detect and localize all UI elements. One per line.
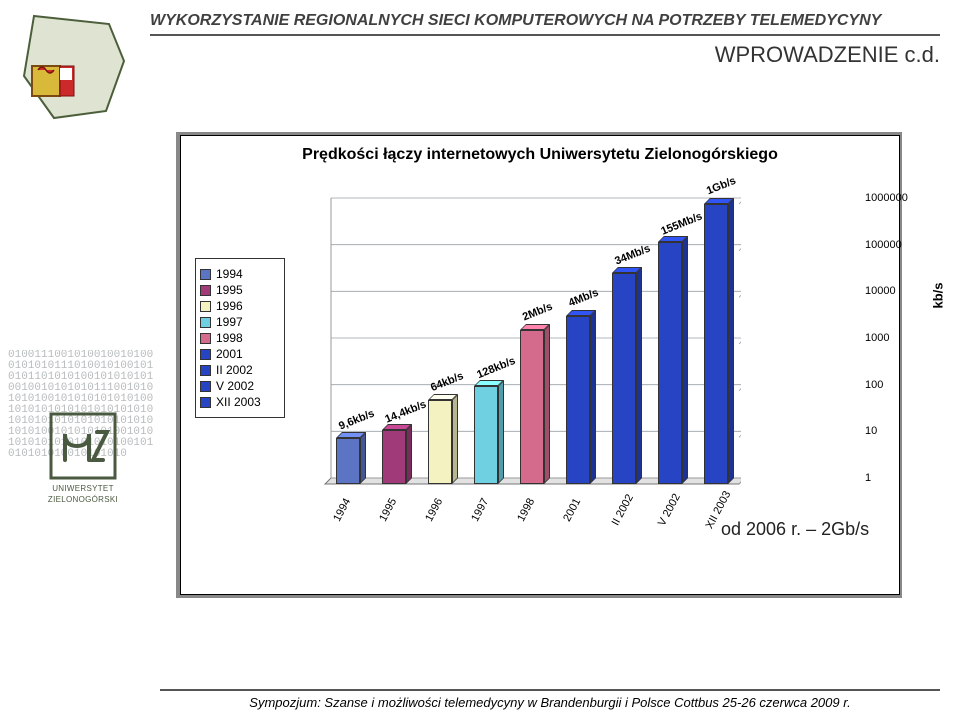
chart-ylabel: kb/s [930, 282, 945, 308]
y-tick-label: 100 [865, 379, 935, 391]
chart-bar [336, 432, 366, 484]
chart-bar [612, 267, 642, 484]
legend-item: 2001 [200, 347, 280, 361]
legend-label: V 2002 [216, 379, 254, 393]
legend-item: 1994 [200, 267, 280, 281]
uni-logo-text2: ZIELONOGÓRSKI [48, 495, 118, 504]
legend-label: 1995 [216, 283, 243, 297]
chart-bar [474, 380, 504, 484]
chart-panel: Prędkości łączy internetowych Uniwersyte… [180, 135, 900, 595]
legend-item: II 2002 [200, 363, 280, 377]
y-tick-label: 1000 [865, 332, 935, 344]
header-divider [150, 34, 940, 36]
legend-label: 1998 [216, 331, 243, 345]
legend-swatch [200, 269, 211, 280]
legend-label: XII 2003 [216, 395, 261, 409]
y-tick-label: 1000000 [865, 192, 935, 204]
page-subtitle: WPROWADZENIE c.d. [150, 42, 940, 68]
legend-label: 2001 [216, 347, 243, 361]
legend-item: 1996 [200, 299, 280, 313]
uni-logo: UNIWERSYTET ZIELONOGÓRSKI [28, 410, 138, 520]
page-header: WYKORZYSTANIE REGIONALNYCH SIECI KOMPUTE… [150, 12, 940, 68]
chart-bar [382, 424, 412, 484]
legend-item: 1995 [200, 283, 280, 297]
legend-item: 1998 [200, 331, 280, 345]
legend-swatch [200, 317, 211, 328]
chart-footnote: od 2006 r. – 2Gb/s [721, 519, 869, 539]
legend-label: II 2002 [216, 363, 253, 377]
legend-item: XII 2003 [200, 395, 280, 409]
legend-swatch [200, 285, 211, 296]
y-tick-label: 10 [865, 425, 935, 437]
chart-yaxis: 1 10 100 1000 10000 100000 1000000 [819, 188, 939, 518]
chart-legend: 1994 1995 1996 1997 1998 2001 II 2002 V 2002 XII… [195, 258, 285, 418]
footer-text: Sympozjum: Szanse i możliwości telemedyc… [160, 695, 940, 710]
uni-logo-text1: UNIWERSYTET [52, 484, 114, 493]
legend-swatch [200, 365, 211, 376]
chart-title: Prędkości łączy internetowych Uniwersyte… [181, 136, 899, 168]
legend-item: V 2002 [200, 379, 280, 393]
y-tick-label: 1 [865, 472, 935, 484]
legend-swatch [200, 397, 211, 408]
chart-bar [704, 198, 734, 484]
chart-bar [566, 310, 596, 484]
chart-body: 1994 1995 1996 1997 1998 2001 II 2002 V 2002 XII… [181, 168, 899, 568]
chart-bar [658, 236, 688, 484]
legend-swatch [200, 301, 211, 312]
legend-swatch [200, 349, 211, 360]
footer-divider [160, 689, 940, 691]
chart-bar [520, 324, 550, 484]
legend-label: 1994 [216, 267, 243, 281]
page-title: WYKORZYSTANIE REGIONALNYCH SIECI KOMPUTE… [150, 12, 940, 30]
region-map-graphic [14, 6, 134, 126]
legend-swatch [200, 333, 211, 344]
legend-swatch [200, 381, 211, 392]
page-footer: Sympozjum: Szanse i możliwości telemedyc… [160, 689, 940, 710]
legend-label: 1996 [216, 299, 243, 313]
y-tick-label: 100000 [865, 239, 935, 251]
chart-bar [428, 394, 458, 484]
left-decorative-panel: 0100111001010010010100010101011101001010… [8, 350, 158, 610]
chart-plot-area: 9,6kb/s199414,4kb/s199564kb/s1996128kb/s… [311, 188, 741, 518]
legend-label: 1997 [216, 315, 243, 329]
y-tick-label: 10000 [865, 285, 935, 297]
legend-item: 1997 [200, 315, 280, 329]
